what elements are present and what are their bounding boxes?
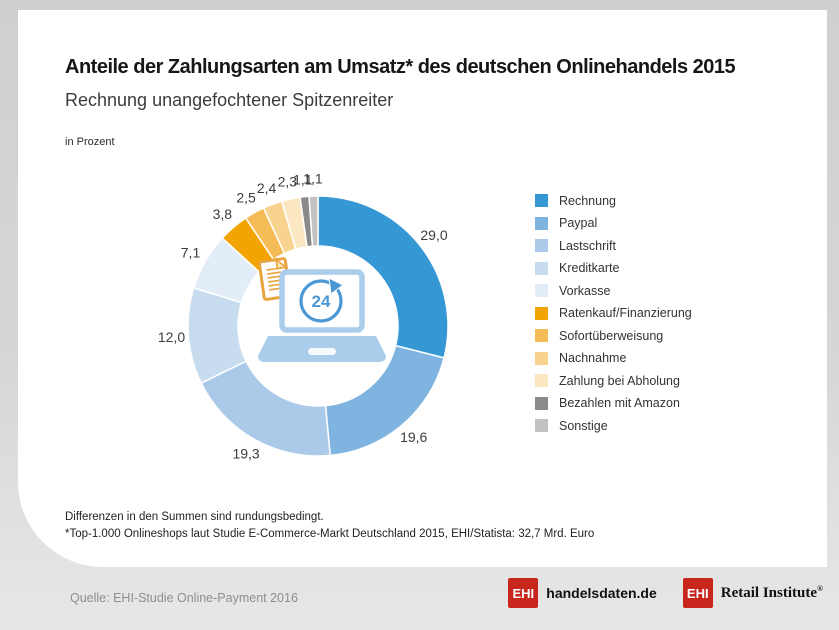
legend-label-sofortueberweisung: Sofortüberweisung [559,328,664,343]
legend-item-zahlung-bei-abholung: Zahlung bei Abholung [535,373,692,388]
legend-label-paypal: Paypal [559,216,598,230]
segment-value-label-sonstige: 1,1 [303,171,323,187]
legend-label-ratenkauf-finanzierung: Ratenkauf/Finanzierung [559,306,692,320]
source-text: Quelle: EHI-Studie Online-Payment 2016 [70,591,298,605]
legend-item-bezahlen-mit-amazon: Bezahlen mit Amazon [535,396,692,410]
legend-swatch-kreditkarte [535,261,548,275]
donut-value-labels: 29,019,619,312,07,13,82,52,4 2,31,11,1 [158,171,448,462]
legend-label-nachnahme: Nachnahme [559,351,627,365]
legend: Rechnung Paypal Lastschrift Kreditkarte Vork… [535,193,692,433]
legend-swatch-vorkasse [535,284,548,297]
donut-segment-sonstige [308,195,319,247]
donut-segment-rechnung [317,195,449,359]
segment-value-label-rechnung: 29,0 [420,227,447,243]
segment-value-label-bezahlen-mit-amazon: 1,1 [293,171,313,187]
footnotes: Differenzen in den Summen sind rundungsb… [65,509,594,542]
retail-institute-logo-text: Retail Institute® [720,584,823,601]
logo-handelsdaten: EHI handelsdaten.de [508,578,657,608]
legend-item-nachnahme: Nachnahme [535,351,692,365]
registered-mark: ® [817,584,823,593]
24h-arrow-icon: 24 [299,277,344,323]
legend-swatch-bezahlen-mit-amazon [535,396,548,410]
legend-label-sonstige: Sonstige [559,418,608,433]
segment-value-label-kreditkarte: 12,0 [158,329,185,345]
unit-label: in Prozent [65,136,115,148]
donut-segment-lastschrift [200,360,332,457]
legend-swatch-ratenkauf-finanzierung [535,306,548,320]
legend-item-sonstige: Sonstige [535,418,692,433]
segment-value-label-paypal: 19,6 [400,429,427,445]
segment-value-label-sofortueberweisung: 2,5 [236,189,256,205]
segment-value-label-vorkasse: 7,1 [181,244,201,260]
ehi-logo-box: EHI [682,578,713,608]
laptop-screen [279,269,365,333]
legend-item-vorkasse: Vorkasse [535,283,692,298]
legend-swatch-nachnahme [535,351,548,365]
segment-value-label-zahlung-bei-abholung: 2,3 [278,174,298,190]
footnote-source-study: *Top-1.000 Onlineshops laut Studie E-Com… [65,527,595,540]
legend-item-ratenkauf-finanzierung: Ratenkauf/Finanzierung [535,306,692,320]
segment-value-label-lastschrift: 19,3 [232,446,259,462]
legend-swatch-zahlung-bei-abholung [535,374,548,387]
page-subtitle: Rechnung unangefochtener Spitzenreiter [65,90,394,110]
legend-label-rechnung: Rechnung [559,193,616,208]
legend-swatch-sonstige [535,419,548,432]
legend-swatch-lastschrift [535,239,548,252]
legend-label-lastschrift: Lastschrift [559,238,616,253]
footer-logos: EHI handelsdaten.de EHI Retail Institute… [508,578,823,608]
chart-card: Anteile der Zahlungsarten am Umsatz* des… [18,10,827,567]
legend-label-vorkasse: Vorkasse [559,283,611,298]
legend-swatch-paypal [535,216,548,230]
legend-item-rechnung: Rechnung [535,193,692,208]
legend-item-kreditkarte: Kreditkarte [535,261,692,275]
svg-text:24: 24 [312,292,331,311]
legend-label-bezahlen-mit-amazon: Bezahlen mit Amazon [559,396,680,410]
footnote-rounding: Differenzen in den Summen sind rundungsb… [65,511,324,523]
handelsdaten-logo-text: handelsdaten.de [546,585,657,601]
legend-label-kreditkarte: Kreditkarte [559,261,620,275]
segment-value-label-ratenkauf-finanzierung: 3,8 [213,206,233,222]
page-title: Anteile der Zahlungsarten am Umsatz* des… [65,56,736,78]
donut-chart: 29,019,619,312,07,13,82,52,4 2,31,11,1 24 [158,171,449,462]
laptop-handle [308,348,336,355]
legend-label-zahlung-bei-abholung: Zahlung bei Abholung [559,373,680,388]
legend-swatch-sofortueberweisung [535,329,548,342]
logo-ehi-retail-institute: EHI Retail Institute® [682,578,823,608]
legend-item-sofortueberweisung: Sofortüberweisung [535,328,692,343]
legend-swatch-rechnung [535,194,548,207]
segment-value-label-nachnahme: 2,4 [257,180,277,196]
legend-item-paypal: Paypal [535,216,692,230]
ehi-logo-box: EHI [508,578,539,608]
legend-item-lastschrift: Lastschrift [535,238,692,253]
laptop-24h-document-icon: 24 [257,257,386,362]
